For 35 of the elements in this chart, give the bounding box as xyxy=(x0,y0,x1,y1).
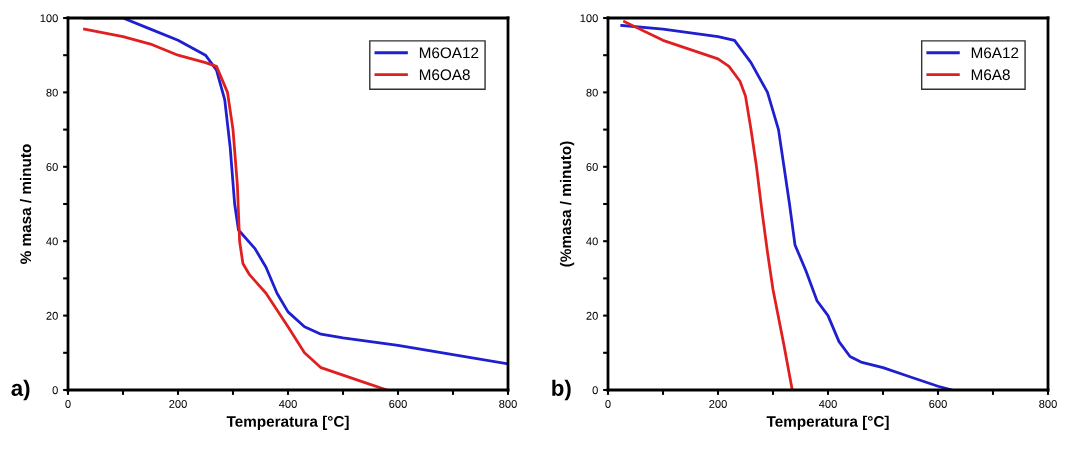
line-series xyxy=(620,24,954,390)
y-tick-label: 0 xyxy=(592,386,598,395)
legend-label: M6A8 xyxy=(971,69,1010,81)
y-tick-label: 100 xyxy=(580,14,598,23)
x-tick-label: 600 xyxy=(929,400,947,408)
text: b) xyxy=(552,379,571,401)
x-tick-label: 800 xyxy=(499,400,517,408)
y-tick-label: 100 xyxy=(40,14,58,23)
y-axis-title: (%masa / minuto) xyxy=(559,141,575,267)
x-tick-label: 800 xyxy=(1039,400,1057,408)
x-axis-title: Temperatura [°C] xyxy=(226,415,349,430)
line-series xyxy=(623,20,794,390)
x-tick-label: 400 xyxy=(278,400,297,408)
legend-label: M6A12 xyxy=(971,47,1019,59)
y-tick-label: 80 xyxy=(586,88,598,97)
y-tick-label: 80 xyxy=(46,88,58,97)
y-axis-title: % masa / minuto xyxy=(19,144,32,264)
text: a) xyxy=(11,379,30,401)
legend-label: M6OA8 xyxy=(419,69,470,81)
y-tick-label: 40 xyxy=(586,237,598,246)
x-tick-label: 200 xyxy=(709,400,727,408)
y-tick-label: 20 xyxy=(46,311,58,320)
x-tick-label: 200 xyxy=(169,400,187,408)
x-axis-title: Temperatura [°C] xyxy=(766,415,889,430)
legend-label: M6OA12 xyxy=(419,47,479,59)
x-tick-label: 0 xyxy=(65,400,71,408)
y-tick-label: 20 xyxy=(586,311,598,320)
x-tick-label: 400 xyxy=(818,400,837,408)
y-tick-label: 0 xyxy=(52,386,58,395)
y-tick-label: 60 xyxy=(46,163,58,171)
line-series xyxy=(83,27,389,390)
x-tick-label: 0 xyxy=(605,400,611,408)
x-tick-label: 600 xyxy=(389,400,407,408)
y-tick-label: 60 xyxy=(586,163,598,171)
y-tick-label: 40 xyxy=(46,237,58,246)
